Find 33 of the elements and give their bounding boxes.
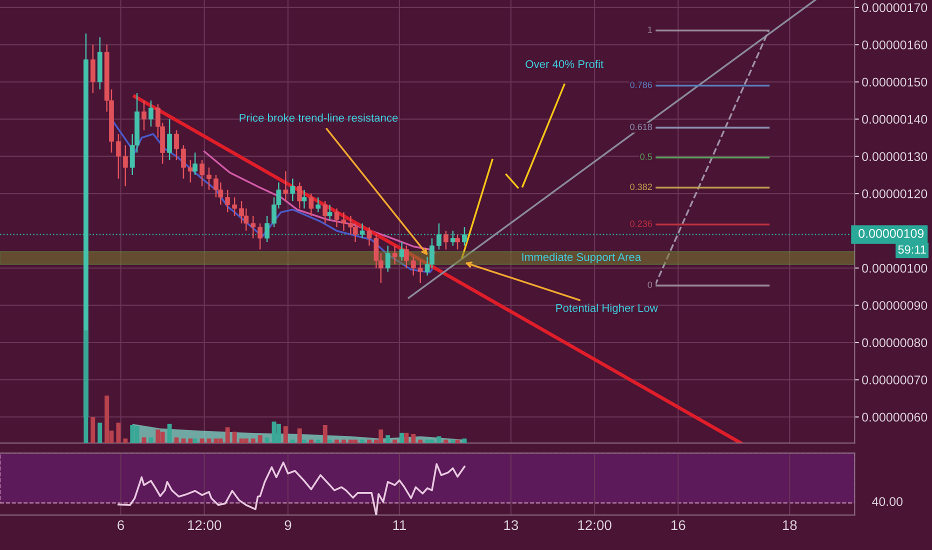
text: 59:11	[898, 245, 926, 254]
ref-line-label: 0.00000109	[858, 229, 924, 238]
x-tick-label: 12:00	[188, 520, 222, 530]
y-tick-label: 0.00000080	[862, 338, 928, 348]
x-tick-label: 11	[393, 520, 406, 530]
x-tick-label: 13	[504, 520, 518, 530]
y-tick-label: 0.00000130	[862, 152, 928, 162]
y-tick-label: 0.00000150	[862, 78, 928, 87]
x-tick-label: 9	[284, 520, 292, 530]
annotation: Potential Higher Low	[556, 304, 658, 314]
band-label: Immediate Support Area	[522, 252, 642, 264]
y-tick-label: 0.00000140	[862, 114, 928, 124]
series-label: 0.786	[630, 82, 652, 88]
x-tick-label: 18	[782, 520, 797, 530]
y-tick-label: 0.00000160	[862, 40, 928, 50]
series-label: 0.382	[630, 184, 652, 190]
series-label: 0.236	[630, 220, 652, 227]
x-tick-label: 12:00	[578, 520, 612, 530]
series-label: 0	[648, 282, 652, 288]
y-tick-label: 0.00000070	[862, 376, 928, 384]
y-tick-label: 0.00000120	[862, 189, 928, 198]
annotation: Over 40% Profit	[526, 60, 604, 68]
annotation: Price broke trend-line resistance	[240, 114, 398, 122]
y-tick-label: 0.00000090	[862, 301, 928, 310]
text: 40.00	[872, 497, 903, 506]
y-tick-label: 0.00000060	[862, 412, 928, 422]
x-tick-label: 6	[118, 520, 124, 530]
y-tick-label: 0.00000170	[862, 3, 928, 12]
series-label: 0.618	[630, 124, 652, 130]
series-label: 1	[648, 26, 652, 33]
y-tick-label: 0.00000100	[862, 264, 928, 273]
series-label: 0.5	[640, 154, 652, 160]
x-tick-label: 16	[671, 520, 686, 530]
